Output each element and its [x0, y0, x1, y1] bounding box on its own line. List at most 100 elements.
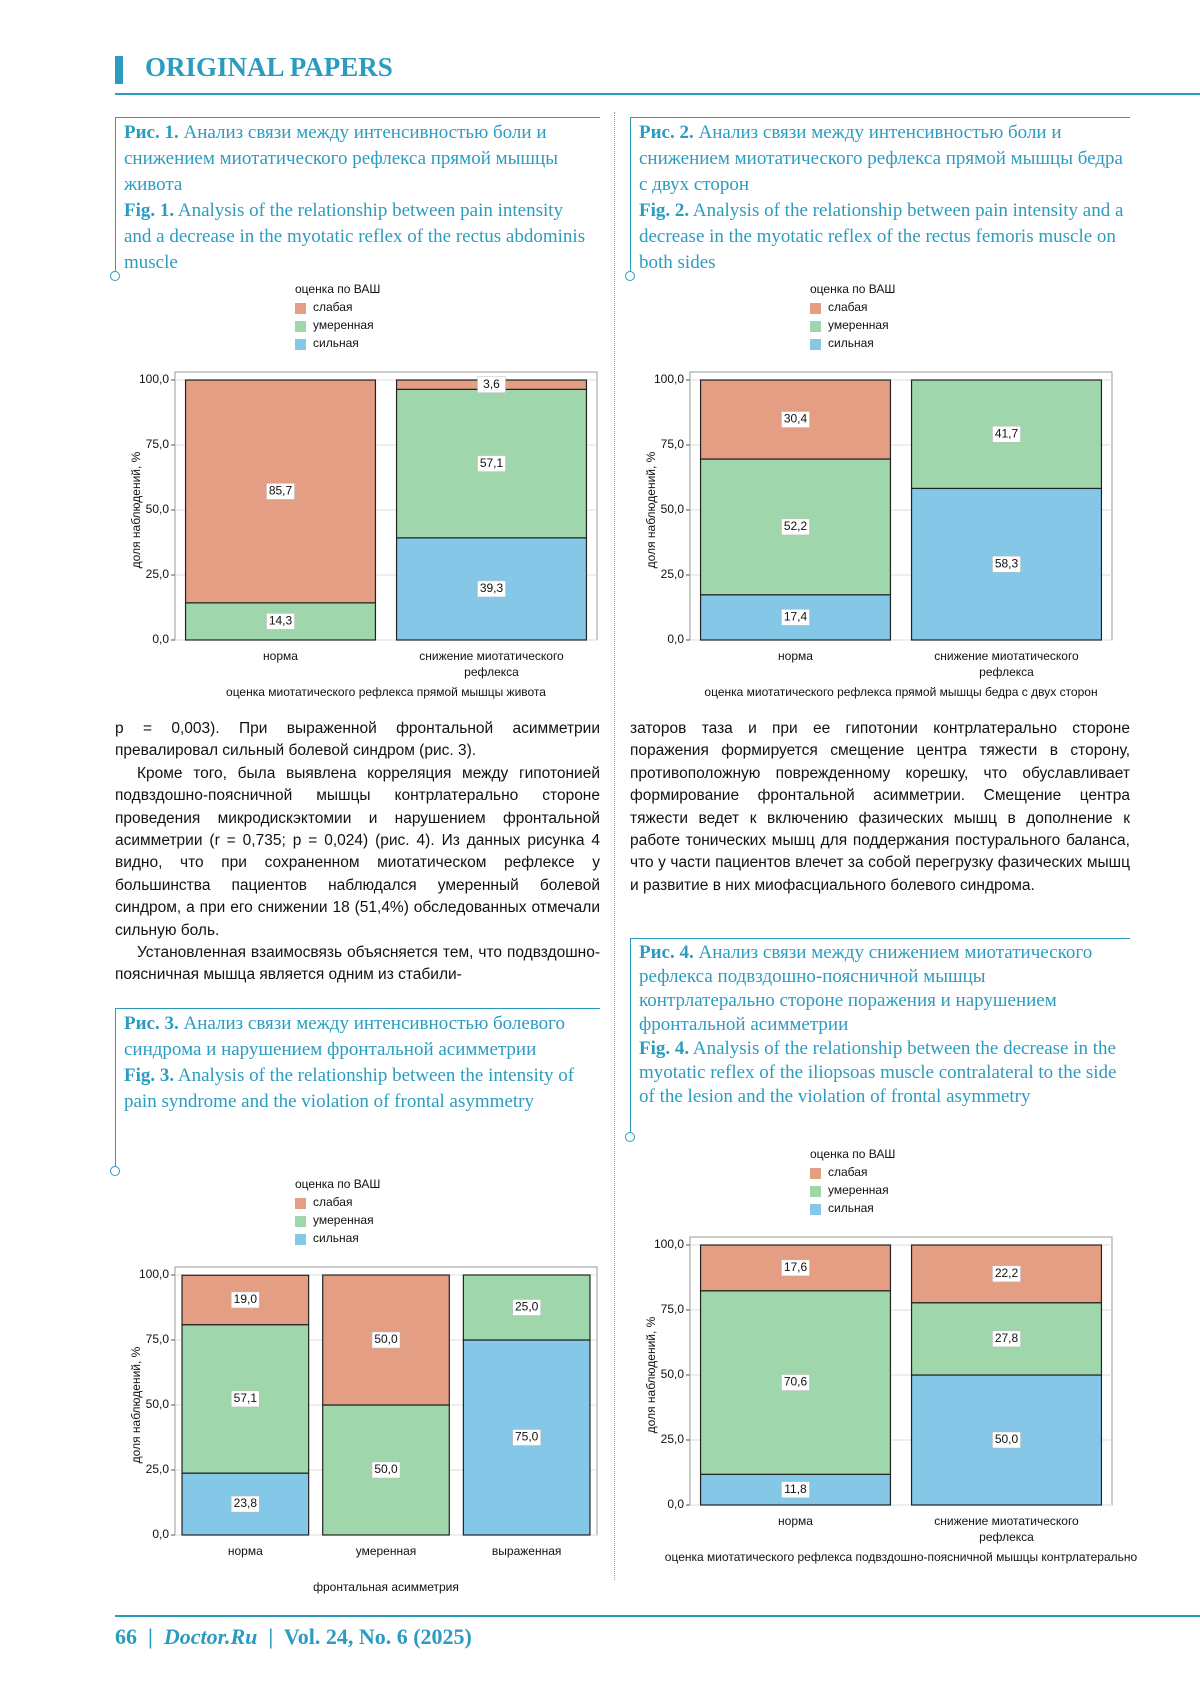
x-tick-label: снижение миотатического рефлекса	[934, 1514, 1079, 1544]
legend-swatch	[810, 1186, 821, 1197]
x-axis-label: оценка миотатического рефлекса подвздошн…	[664, 1550, 1138, 1564]
legend-swatch	[810, 321, 821, 332]
body-text: заторов таза и при ее гипотонии контрлат…	[630, 718, 1130, 897]
caption-text: Анализ связи между интенсивностью боли и…	[639, 122, 1123, 195]
legend-label: сильная	[313, 336, 359, 350]
column-divider	[614, 112, 615, 1580]
value-label: 17,4	[784, 610, 808, 624]
x-axis-label: фронтальная асимметрия	[313, 1580, 459, 1594]
header-rule	[115, 93, 1200, 95]
x-tick-label: снижение миотатического рефлекса	[934, 649, 1079, 679]
caption-label: Рис. 4.	[639, 942, 694, 963]
chart-svg: оценка по ВАШ слабая умеренная сильная 0,0 25…	[644, 282, 1113, 646]
value-label-bg	[781, 1259, 810, 1277]
x-tick-label: умеренная	[355, 1544, 417, 1558]
value-label-bg	[781, 1481, 810, 1498]
caption-text: Analysis of the relationship between the…	[639, 1038, 1117, 1107]
value-label: 17,6	[784, 1260, 808, 1274]
y-tick-label: 100,0	[654, 372, 684, 386]
caption-text: Анализ связи между интенсивностью болево…	[124, 1013, 566, 1060]
legend-label: сильная	[828, 336, 874, 350]
y-tick-label: 75,0	[146, 1332, 170, 1346]
y-tick-label: 100,0	[654, 1237, 684, 1251]
x-tick-label: норма	[263, 649, 298, 663]
legend-title: оценка по ВАШ	[295, 1177, 380, 1191]
legend-label: умеренная	[828, 318, 889, 332]
x-axis-label: оценка миотатического рефлекса прямой мы…	[226, 685, 546, 699]
paragraph: Установленная взаимосвязь объясняется те…	[115, 944, 600, 984]
y-tick-label: 50,0	[146, 502, 170, 516]
legend-label: слабая	[313, 300, 352, 314]
legend-swatch	[295, 303, 306, 314]
value-label-bg	[992, 555, 1021, 573]
value-label: 11,8	[784, 1482, 807, 1496]
value-label-bg	[781, 518, 810, 536]
y-tick-label: 0,0	[667, 1497, 684, 1511]
y-axis-label: доля наблюдений, %	[129, 451, 143, 568]
caption-text: Анализ связи между интенсивностью боли и…	[124, 122, 558, 195]
y-tick-label: 0,0	[152, 1527, 169, 1541]
caption-label: Рис. 2.	[639, 122, 694, 143]
paragraph: заторов таза и при ее гипотонии контрлат…	[630, 720, 1130, 894]
x-tick-label: выраженная	[491, 1544, 562, 1558]
legend-label: умеренная	[828, 1183, 889, 1197]
value-label: 22,2	[995, 1266, 1019, 1280]
journal-name: Doctor.Ru	[163, 1624, 258, 1649]
caption-text: Analysis of the relationship between pai…	[639, 200, 1124, 273]
chart: оценка по ВАШ слабая умеренная сильная 0,0 25…	[630, 1145, 1137, 1565]
value-label: 41,7	[995, 426, 1019, 440]
footer-rule	[115, 1615, 1200, 1617]
y-axis-label: доля наблюдений, %	[644, 1316, 658, 1433]
y-tick-label: 75,0	[146, 437, 170, 451]
legend-swatch	[810, 1168, 821, 1179]
figure-caption: Рис. 1. Анализ связи между интенсивность…	[110, 117, 600, 281]
legend-swatch	[295, 321, 306, 332]
x-tick-label: норма	[778, 1514, 813, 1528]
value-label-bg	[992, 1330, 1021, 1348]
legend-label: умеренная	[313, 318, 374, 332]
caption-label: Fig. 4.	[639, 1038, 690, 1059]
caption-text: Анализ связи между снижением миотатическ…	[639, 942, 1093, 1035]
y-tick-label: 25,0	[146, 567, 170, 581]
caption-label: Рис. 1.	[124, 122, 179, 143]
y-tick-label: 50,0	[146, 1397, 170, 1411]
chart: оценка по ВАШ слабая умеренная сильная 0,0 25…	[115, 280, 605, 700]
legend-label: сильная	[828, 1201, 874, 1215]
value-label-bg	[231, 1390, 260, 1408]
value-label: 52,2	[784, 519, 808, 533]
value-label-bg	[477, 376, 506, 393]
legend-title: оценка по ВАШ	[810, 282, 895, 296]
caption-label: Fig. 2.	[639, 200, 690, 221]
value-label-bg	[231, 1495, 260, 1513]
value-label: 30,4	[784, 412, 808, 426]
x-tick-label: снижение миотатического рефлекса	[419, 649, 564, 679]
legend-title: оценка по ВАШ	[810, 1147, 895, 1161]
value-label: 19,0	[234, 1292, 258, 1306]
footer: 66 | Doctor.Ru | Vol. 24, No. 6 (2025)	[115, 1624, 472, 1649]
legend-swatch	[295, 1234, 306, 1245]
caption-label: Fig. 3.	[124, 1065, 175, 1086]
caption-text: Analysis of the relationship between the…	[124, 1065, 575, 1112]
legend-swatch	[810, 339, 821, 350]
issue: Vol. 24, No. 6 (2025)	[283, 1624, 472, 1649]
chart: оценка по ВАШ слабая умеренная сильная 0,0 25…	[630, 280, 1120, 700]
value-label-bg	[477, 580, 506, 598]
chart: оценка по ВАШ слабая умеренная сильная 0,0 25…	[115, 1175, 605, 1595]
value-label: 27,8	[995, 1331, 1019, 1345]
chart-svg: оценка по ВАШ слабая умеренная сильная 0,0 25…	[129, 282, 598, 646]
value-label-bg	[992, 1431, 1021, 1449]
paragraph: р = 0,003). При выраженной фронтальной а…	[115, 720, 600, 760]
value-label-bg	[781, 411, 810, 428]
bar-segment	[910, 1374, 1103, 1506]
y-tick-label: 50,0	[661, 502, 685, 516]
x-tick-label: норма	[778, 649, 813, 663]
legend-label: сильная	[313, 1231, 359, 1245]
value-label: 85,7	[269, 484, 293, 498]
value-label-bg	[231, 1291, 260, 1309]
section-title: ORIGINAL PAPERS	[145, 52, 393, 82]
value-label: 50,0	[374, 1332, 398, 1346]
value-label: 50,0	[995, 1432, 1019, 1446]
value-label: 57,1	[480, 456, 504, 470]
legend-label: слабая	[828, 300, 867, 314]
y-tick-label: 0,0	[152, 632, 169, 646]
